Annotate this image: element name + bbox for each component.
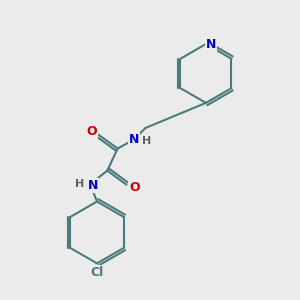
Text: N: N: [206, 38, 216, 50]
Text: O: O: [129, 181, 140, 194]
Text: H: H: [75, 179, 84, 190]
Text: H: H: [142, 136, 151, 146]
Text: N: N: [129, 133, 139, 146]
Text: N: N: [87, 179, 98, 192]
Text: O: O: [87, 125, 97, 138]
Text: Cl: Cl: [90, 266, 104, 279]
